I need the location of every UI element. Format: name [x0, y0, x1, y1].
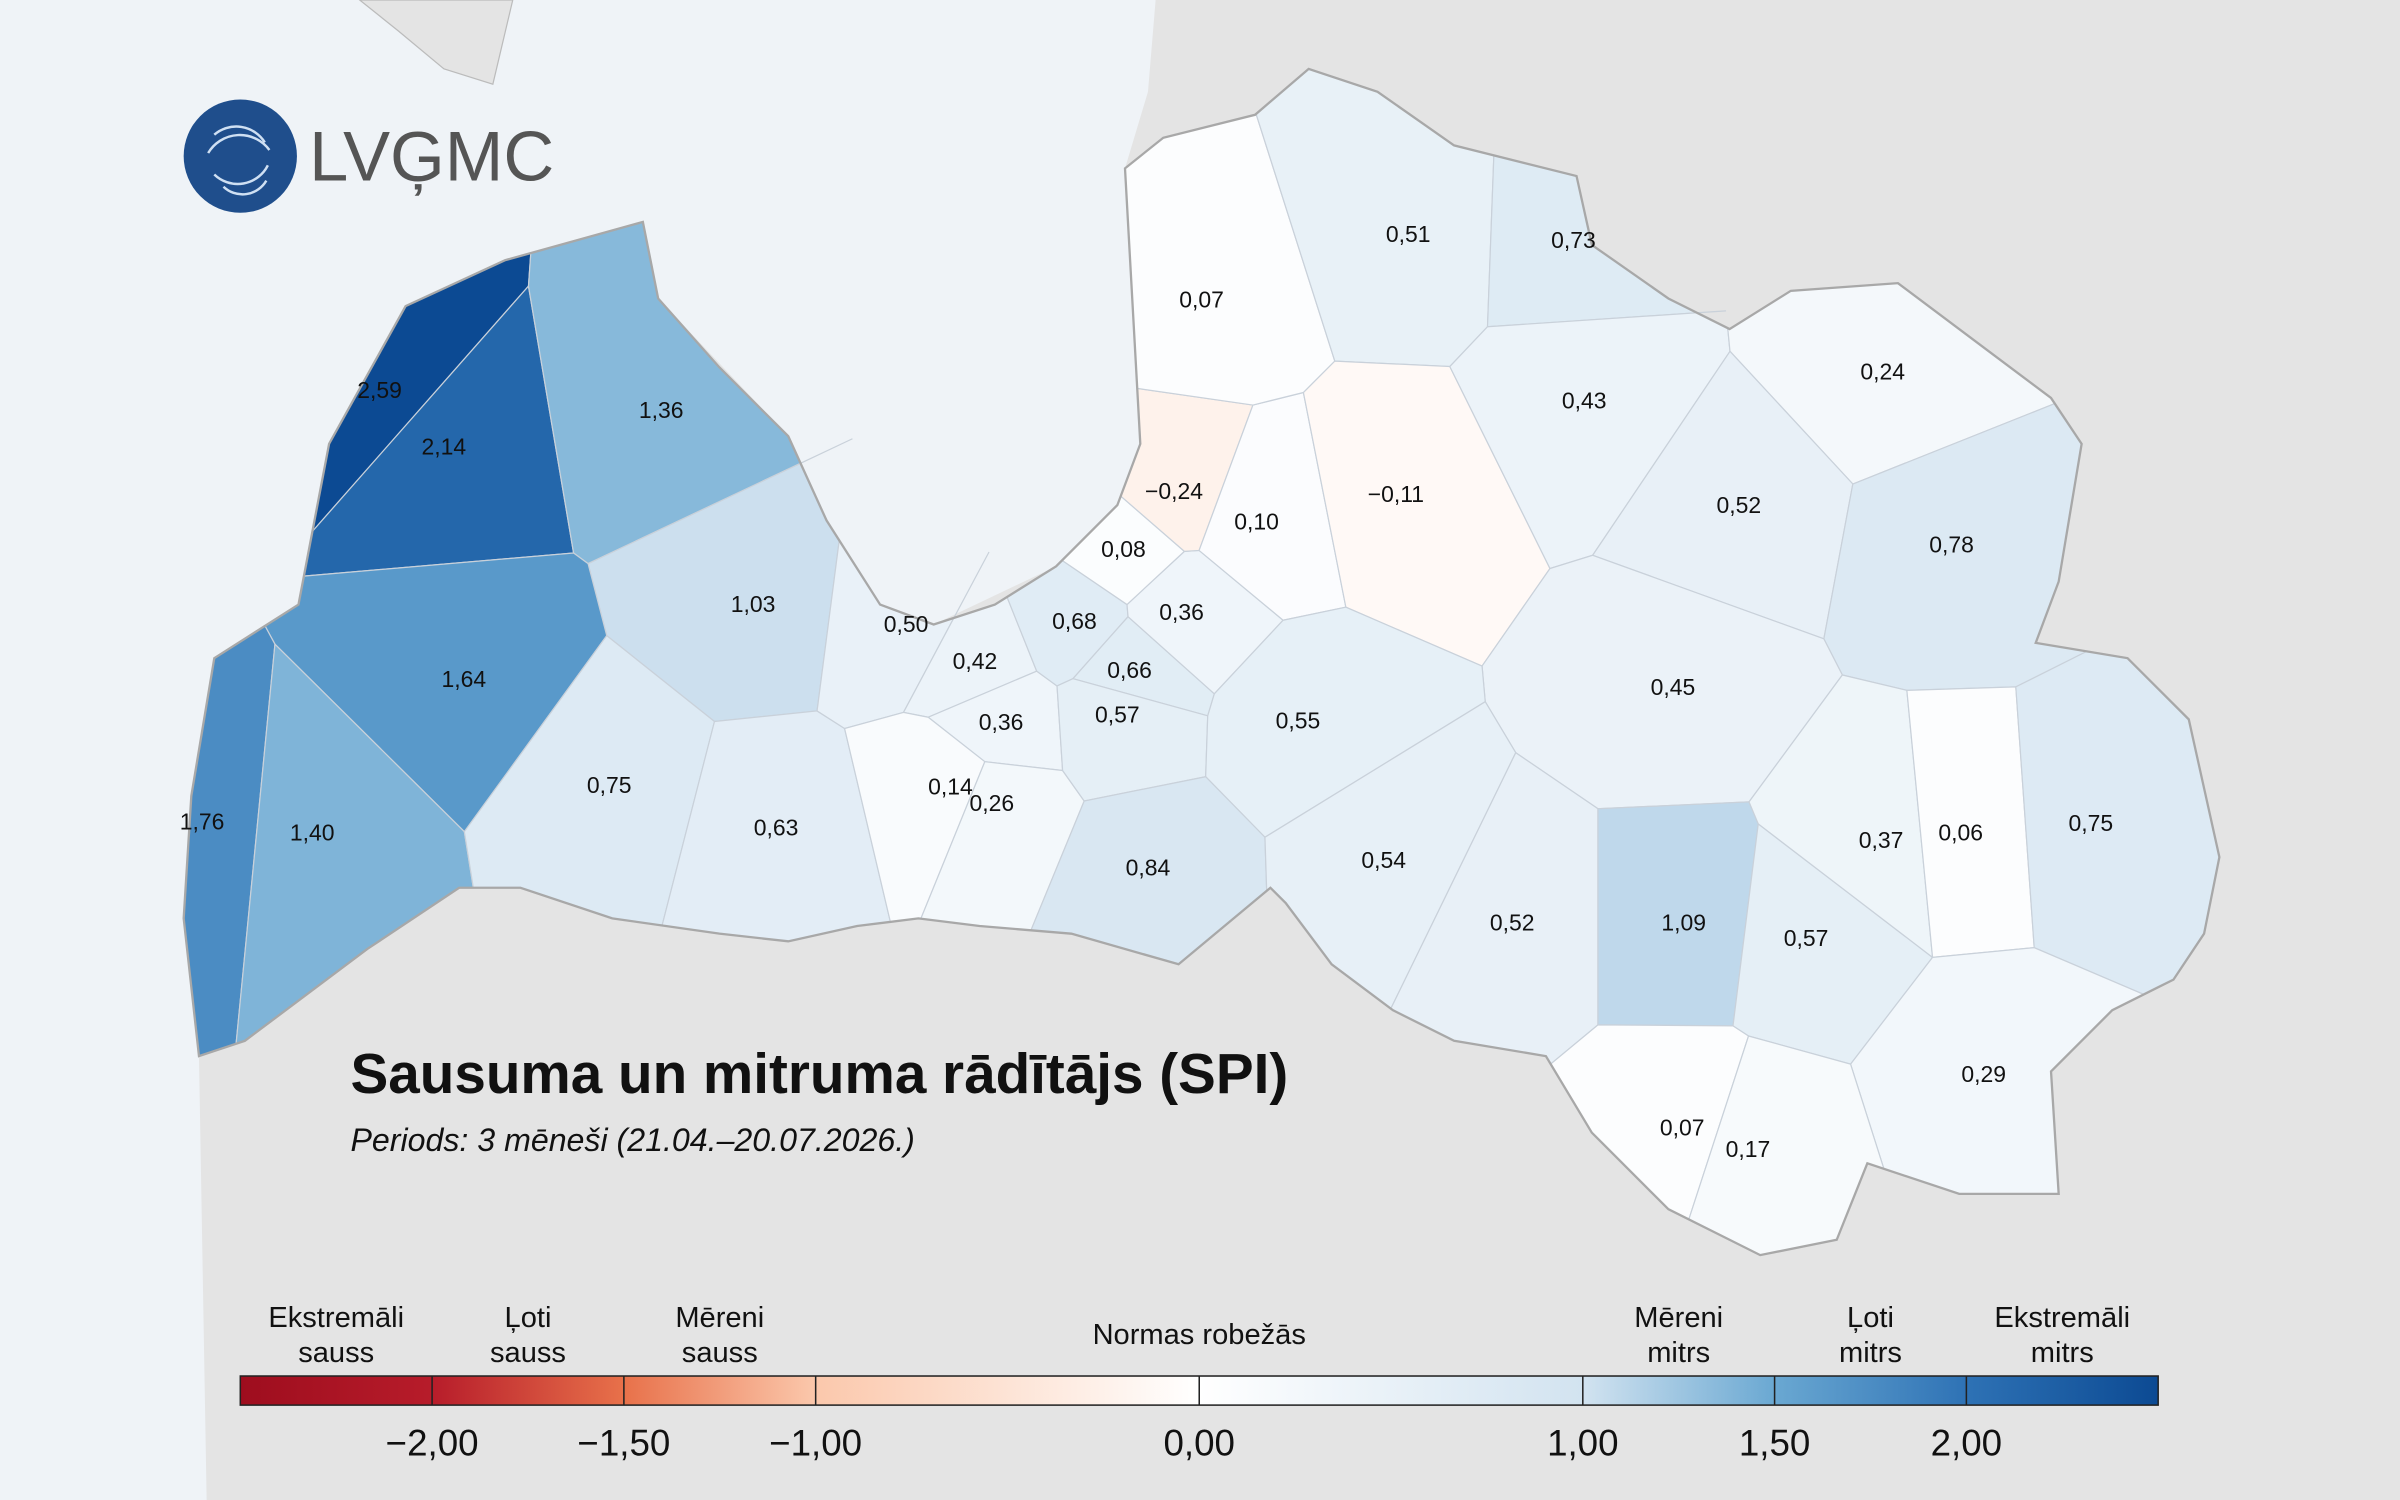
region-label: 1,64 — [441, 666, 486, 692]
region-label: 0,07 — [1660, 1115, 1705, 1141]
legend-tick-label: 1,50 — [1739, 1423, 1810, 1464]
legend-category: sauss — [490, 1337, 566, 1369]
sea — [0, 0, 1156, 1500]
region-label: 0,78 — [1929, 532, 1974, 558]
region-label: 0,26 — [970, 790, 1015, 816]
region-label: 0,50 — [884, 611, 929, 637]
region-label: 0,63 — [754, 815, 799, 841]
legend-tick-label: −1,00 — [769, 1423, 862, 1464]
region-label: 0,36 — [979, 709, 1024, 735]
region-label: 0,08 — [1101, 536, 1146, 562]
legend-tick-label: 0,00 — [1164, 1423, 1235, 1464]
region-label: 0,52 — [1490, 910, 1535, 936]
legend-category: sauss — [298, 1337, 374, 1369]
legend-category: Ļoti — [1847, 1302, 1894, 1334]
legend-category: Ļoti — [505, 1302, 552, 1334]
region-label: 0,42 — [953, 648, 998, 674]
legend-category: Mēreni — [1634, 1302, 1723, 1334]
legend-tick-label: −1,50 — [577, 1423, 670, 1464]
region-label: 0,24 — [1860, 359, 1905, 385]
subtitle: Periods: 3 mēneši (21.04.–20.07.2026.) — [351, 1122, 915, 1158]
region-label: 0,29 — [1961, 1061, 2006, 1087]
region-label: 0,73 — [1551, 227, 1596, 253]
region-label: 0,36 — [1159, 599, 1204, 625]
region-label: 0,54 — [1361, 847, 1406, 873]
region — [1205, 606, 1486, 839]
region-label: 0,66 — [1107, 657, 1152, 683]
region-label: 0,37 — [1859, 827, 1904, 853]
region-label: 0,43 — [1562, 388, 1607, 414]
legend-category: Normas robežās — [1093, 1319, 1306, 1351]
region-label: 0,57 — [1784, 925, 1829, 951]
region-label: 0,57 — [1095, 701, 1140, 727]
legend-category: Ekstremāli — [1994, 1302, 2130, 1334]
region-label: −0,11 — [1368, 481, 1424, 507]
region-label: 0,68 — [1052, 608, 1097, 634]
region-label: 0,06 — [1938, 819, 1983, 845]
legend-tick-label: 1,00 — [1547, 1423, 1618, 1464]
region-label: 0,14 — [928, 773, 973, 799]
legend-category: mitrs — [1647, 1337, 1710, 1369]
region-label: 2,14 — [422, 434, 467, 460]
title: Sausuma un mitruma rādītājs (SPI) — [351, 1043, 1289, 1106]
region-label: 0,45 — [1651, 674, 1696, 700]
legend: −2,00 −1,50 −1,00 0,00 1,00 1,50 2,00 Ekstremāl… — [239, 1302, 2159, 1464]
legend-category: Ekstremāli — [268, 1302, 404, 1334]
region-label: 0,51 — [1386, 221, 1431, 247]
region-label: 0,10 — [1234, 509, 1279, 535]
region-label: 0,52 — [1716, 492, 1761, 518]
region-label: 0,55 — [1276, 708, 1321, 734]
region-label: 0,84 — [1126, 855, 1171, 881]
logo: LVĢMC — [183, 99, 554, 213]
region-label: 0,17 — [1726, 1136, 1771, 1162]
region-label: −0,24 — [1145, 478, 1203, 504]
logo-text: LVĢMC — [309, 117, 554, 196]
region-label: 0,75 — [2068, 810, 2113, 836]
island — [358, 0, 514, 85]
region-label: 0,07 — [1179, 287, 1224, 313]
region-label: 1,76 — [180, 809, 225, 835]
region-label: 1,09 — [1661, 910, 1706, 936]
legend-tick-label: 2,00 — [1931, 1423, 2002, 1464]
legend-category: sauss — [682, 1337, 758, 1369]
region-label: 1,36 — [639, 397, 684, 423]
legend-tick-label: −2,00 — [386, 1423, 479, 1464]
region-label: 2,59 — [357, 377, 402, 403]
regions — [182, 67, 2221, 1257]
country-outline — [182, 67, 2221, 1257]
region-labels: 2,59 2,14 1,36 1,03 1,64 1,76 1,40 0,75 0,63 0,50… — [180, 221, 2113, 1162]
region-label: 1,03 — [731, 591, 776, 617]
region-label: 1,40 — [290, 819, 335, 845]
legend-category: Mēreni — [675, 1302, 764, 1334]
logo-circle — [183, 99, 297, 213]
legend-category: mitrs — [1839, 1337, 1902, 1369]
logo-rings — [207, 125, 271, 196]
legend-category: mitrs — [2031, 1337, 2094, 1369]
region-label: 0,75 — [587, 772, 632, 798]
